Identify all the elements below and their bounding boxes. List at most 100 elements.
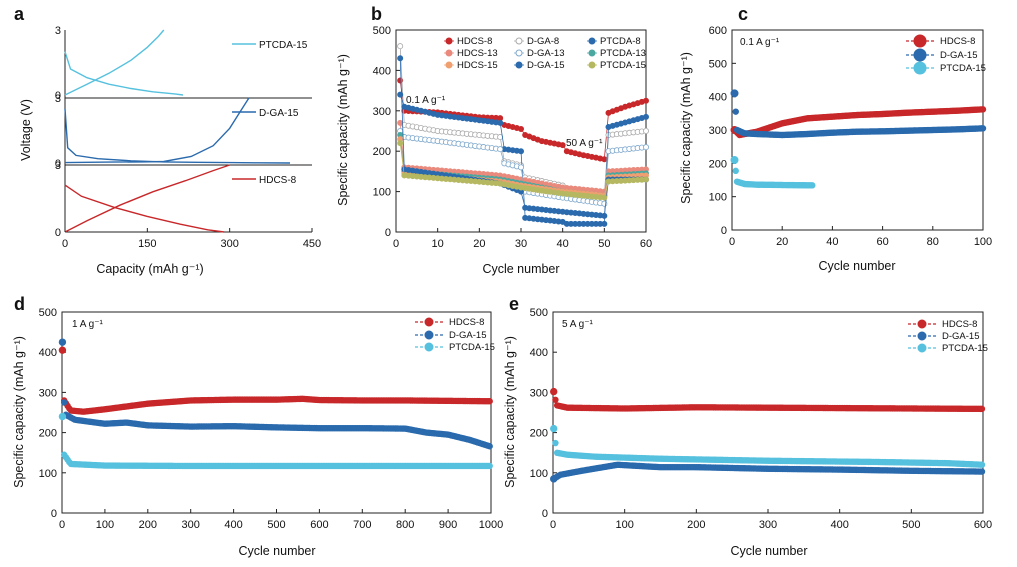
panel-c-annotation-rate: 0.1 A g⁻¹ bbox=[740, 37, 780, 48]
panel-c-ytick-label: 400 bbox=[709, 92, 727, 104]
panel-d-ytick-label: 0 bbox=[51, 508, 57, 520]
panel-a-hdcs-8-discharge-curve bbox=[64, 184, 225, 233]
panel-b-label: b bbox=[371, 4, 382, 24]
panel-c-xtick-label: 80 bbox=[927, 236, 939, 248]
panel-c-xtick-label: 20 bbox=[776, 236, 788, 248]
panel-e-xtick-label: 400 bbox=[830, 519, 848, 531]
panel-d-label: d bbox=[14, 294, 25, 314]
panel-c-d-ga-15-legend-marker bbox=[913, 48, 927, 62]
panel-a-legend-label: D-GA-15 bbox=[259, 108, 299, 119]
panel-b-ylabel: Specific capacity (mAh g⁻¹) bbox=[336, 54, 350, 206]
panel-b-legend-marker bbox=[445, 37, 453, 45]
panel-e-hdcs-8-marker bbox=[552, 396, 559, 403]
panel-b-ptcda-15-marker bbox=[601, 194, 608, 201]
panel-e-hdcs-8-legend-marker bbox=[917, 319, 927, 329]
panel-b-legend-label: PTCDA-15 bbox=[600, 60, 646, 71]
panel-b-xtick-label: 20 bbox=[473, 238, 485, 250]
panel-d-xtick-label: 900 bbox=[439, 519, 457, 531]
panel-b-xtick-label: 0 bbox=[393, 238, 399, 250]
panel-e-xtick-label: 600 bbox=[974, 519, 992, 531]
panel-b-ptcda-8-marker bbox=[601, 220, 608, 227]
panel-b-legend-marker bbox=[588, 49, 596, 57]
panel-d-xtick-label: 300 bbox=[182, 519, 200, 531]
panel-d-d-ga-15-marker bbox=[486, 443, 493, 450]
panel-b-d-ga-15-marker bbox=[601, 212, 608, 219]
panel-d-d-ga-15-legend-label: D-GA-15 bbox=[449, 330, 486, 341]
panel-b-ptcda-8-marker bbox=[497, 119, 504, 126]
panel-c-ytick-label: 300 bbox=[709, 125, 727, 137]
panel-d-annotation-rate: 1 A g⁻¹ bbox=[72, 319, 104, 330]
panel-b-legend-label: HDCS-13 bbox=[457, 48, 498, 59]
panel-e-xtick-label: 500 bbox=[902, 519, 920, 531]
panel-a-legend-label: PTCDA-15 bbox=[259, 40, 308, 51]
panel-e-annotation-rate: 5 A g⁻¹ bbox=[562, 319, 594, 330]
panel-b-hdcs-8-line bbox=[399, 80, 647, 160]
panel-b-xtick-label: 60 bbox=[640, 238, 652, 250]
panel-c-ytick-label: 500 bbox=[709, 58, 727, 70]
panel-e-hdcs-8-legend-label: HDCS-8 bbox=[942, 319, 977, 330]
panel-e-plot-frame bbox=[552, 311, 984, 514]
panel-c-d-ga-15-marker bbox=[979, 125, 987, 132]
panel-d-xtick-label: 400 bbox=[224, 519, 242, 531]
panel-d-ytick-label: 300 bbox=[39, 387, 57, 399]
panel-b-legend-label: D-GA-15 bbox=[527, 60, 564, 71]
panel-d-ytick-label: 200 bbox=[39, 428, 57, 440]
panel-b-ptcda-15-marker bbox=[397, 140, 404, 147]
panel-b-legend-marker bbox=[588, 61, 596, 69]
panel-e-ytick-label: 200 bbox=[530, 428, 548, 440]
panel-b-ytick-label: 300 bbox=[373, 106, 391, 118]
panel-a-ptcda-15-charge-curve bbox=[64, 29, 165, 96]
panel-b-hdcs-8-marker bbox=[643, 97, 650, 104]
panel-e-ptcda-15-legend-label: PTCDA-15 bbox=[942, 343, 988, 354]
panel-e-xtick-label: 300 bbox=[759, 519, 777, 531]
panel-d-xtick-label: 100 bbox=[96, 519, 114, 531]
panel-e-ytick-label: 300 bbox=[530, 387, 548, 399]
panel-c-ytick-label: 600 bbox=[709, 25, 727, 37]
panel-e-d-ga-15-legend-marker bbox=[917, 331, 927, 341]
panel-e-ylabel: Specific capacity (mAh g⁻¹) bbox=[503, 336, 517, 488]
panel-d-xlabel: Cycle number bbox=[238, 544, 315, 558]
panel-a-xtick-label: 450 bbox=[303, 238, 321, 250]
panel-c-ptcda-15-marker bbox=[809, 182, 816, 189]
panel-d-xtick-label: 700 bbox=[353, 519, 371, 531]
panel-b-ptcda-8-marker bbox=[518, 148, 525, 155]
panel-e-xlabel: Cycle number bbox=[730, 544, 807, 558]
panel-b-legend-marker bbox=[515, 61, 523, 69]
panel-e-ytick-label: 0 bbox=[542, 508, 548, 520]
panel-b-d-ga-13-marker bbox=[643, 144, 650, 151]
panel-d-ptcda-15-legend-marker bbox=[424, 342, 434, 352]
panel-c-d-ga-15-first-point bbox=[730, 89, 739, 98]
panel-a-d-ga-15-discharge-curve bbox=[64, 108, 291, 164]
panel-d-xtick-label: 600 bbox=[310, 519, 328, 531]
panel-b-legend-label: HDCS-15 bbox=[457, 60, 498, 71]
panel-e-ptcda-15-first-point bbox=[550, 424, 558, 433]
panel-d-ptcda-15-legend-label: PTCDA-15 bbox=[449, 342, 495, 353]
panel-d-hdcs-8-legend-marker bbox=[424, 317, 434, 327]
panel-c-ptcda-15-marker bbox=[732, 167, 739, 175]
panel-b-legend-label: HDCS-8 bbox=[457, 36, 492, 47]
panel-d-d-ga-15-legend-marker bbox=[424, 330, 434, 340]
panel-d-ytick-label: 100 bbox=[39, 468, 57, 480]
panel-b-ytick-label: 200 bbox=[373, 146, 391, 158]
panel-a-xtick-label: 150 bbox=[138, 238, 156, 250]
panel-b-annotation-low-rate: 0.1 A g⁻¹ bbox=[406, 95, 446, 106]
panel-d-hdcs-8-first-point bbox=[58, 346, 67, 354]
panel-c-xlabel: Cycle number bbox=[818, 259, 895, 273]
panel-e-xtick-label: 200 bbox=[687, 519, 705, 531]
panel-a-xtick-label: 300 bbox=[220, 238, 238, 250]
panel-c-label: c bbox=[738, 4, 748, 24]
panel-d-hdcs-8-legend-label: HDCS-8 bbox=[449, 317, 484, 328]
panel-d-d-ga-15-first-point bbox=[58, 338, 67, 346]
panel-e-ptcda-15-marker bbox=[552, 439, 559, 447]
panel-b-legend-label: PTCDA-8 bbox=[600, 36, 641, 47]
panel-b-xtick-label: 30 bbox=[515, 238, 527, 250]
panel-c-ptcda-15-first-point bbox=[730, 156, 739, 164]
panel-c-ylabel: Specific capacity (mAh g⁻¹) bbox=[679, 52, 693, 204]
panel-e-d-ga-15-legend-label: D-GA-15 bbox=[942, 331, 979, 342]
panel-d-ptcda-15-marker bbox=[486, 462, 493, 470]
panel-a-ylabel: Voltage (V) bbox=[19, 99, 33, 161]
panel-e-ptcda-15-marker bbox=[978, 461, 986, 468]
panel-b-ytick-label: 400 bbox=[373, 65, 391, 77]
panel-a-ptcda-15-discharge-curve bbox=[64, 51, 184, 96]
